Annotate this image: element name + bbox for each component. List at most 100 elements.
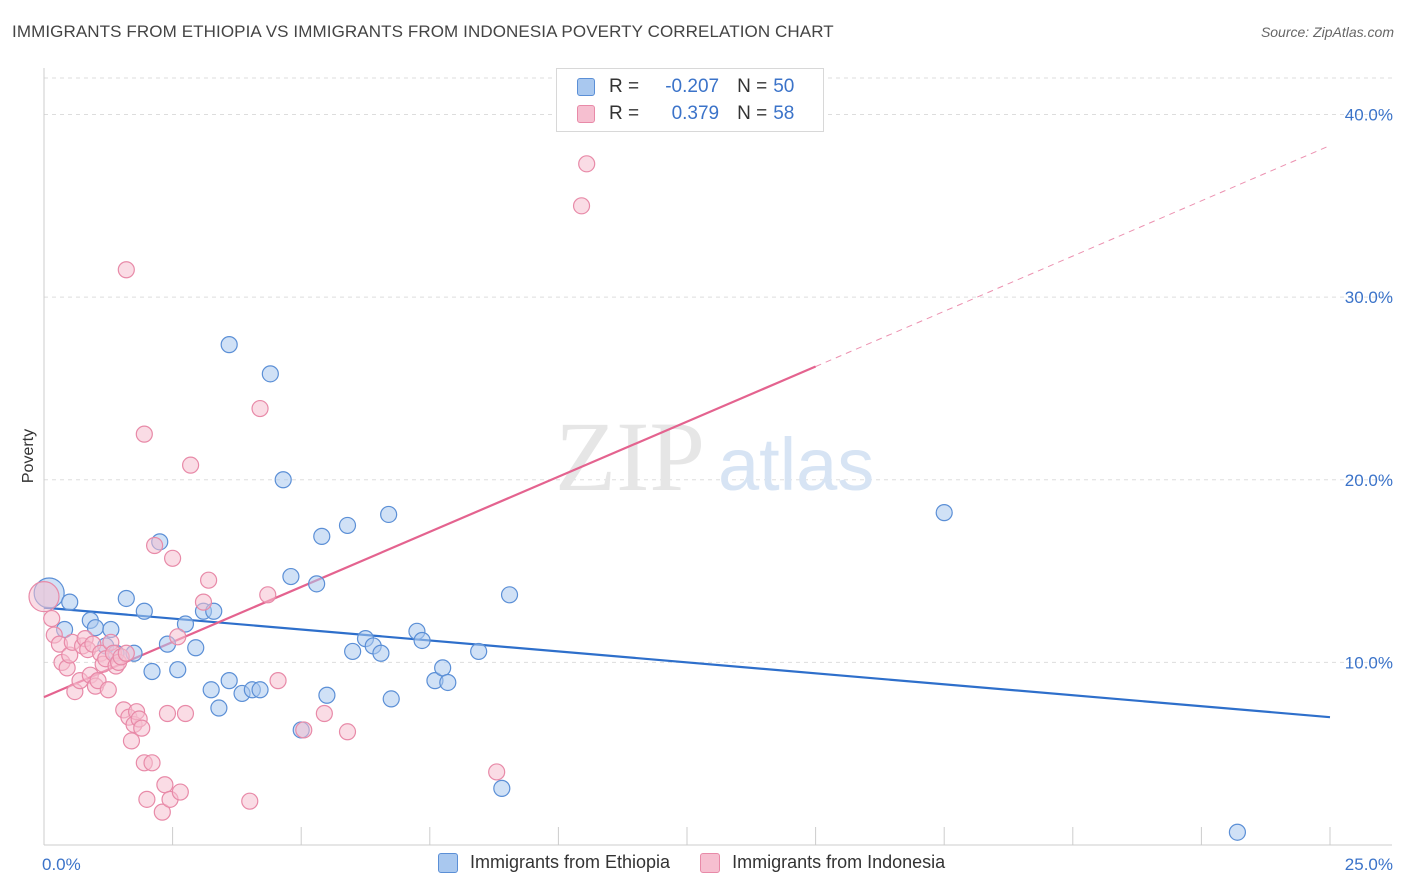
- point-indonesia: [295, 721, 313, 739]
- legend-swatch-indonesia: [577, 105, 595, 123]
- axes: [43, 68, 1392, 846]
- point-indonesia: [338, 723, 357, 741]
- legend-item-ethiopia: Immigrants from Ethiopia: [438, 852, 670, 873]
- point-ethiopia: [187, 639, 205, 657]
- point-indonesia: [138, 790, 156, 808]
- point-ethiopia: [261, 365, 279, 383]
- point-indonesia: [315, 704, 333, 723]
- gridlines: [44, 77, 1392, 663]
- point-indonesia: [182, 456, 200, 474]
- point-indonesia: [153, 803, 171, 821]
- point-ethiopia: [308, 575, 326, 593]
- legend-item-indonesia: Immigrants from Indonesia: [700, 852, 945, 873]
- point-indonesia: [122, 732, 141, 750]
- point-indonesia: [176, 704, 195, 723]
- series-legend: Immigrants from Ethiopia Immigrants from…: [438, 852, 975, 873]
- point-indonesia: [269, 672, 287, 690]
- legend-label-indonesia: Immigrants from Indonesia: [732, 852, 946, 872]
- point-indonesia: [171, 783, 189, 801]
- point-indonesia: [28, 581, 60, 613]
- chart-title: IMMIGRANTS FROM ETHIOPIA VS IMMIGRANTS F…: [12, 22, 834, 41]
- point-indonesia: [164, 549, 182, 567]
- n-value: 50: [773, 76, 795, 97]
- point-ethiopia: [135, 602, 153, 620]
- watermark-atlas: atlas: [718, 423, 874, 506]
- point-ethiopia: [282, 567, 300, 586]
- n-label: N =: [737, 103, 768, 124]
- point-ethiopia: [210, 699, 228, 717]
- point-ethiopia: [1228, 823, 1247, 841]
- legend-label-ethiopia: Immigrants from Ethiopia: [470, 852, 671, 872]
- point-indonesia: [572, 197, 591, 215]
- point-indonesia: [99, 681, 117, 699]
- x-tick-label: 0.0%: [42, 855, 81, 874]
- point-indonesia: [133, 719, 151, 737]
- data-points: [28, 155, 1247, 841]
- x-tick-label: 25.0%: [1345, 855, 1393, 874]
- point-ethiopia: [220, 336, 238, 354]
- y-axis-label: Poverty: [20, 429, 37, 483]
- y-tick-label: 20.0%: [1345, 471, 1393, 490]
- point-ethiopia: [143, 662, 161, 681]
- trend-line-ethiopia: [43, 606, 1331, 719]
- point-indonesia: [156, 776, 174, 794]
- r-label: R =: [609, 76, 640, 97]
- point-ethiopia: [382, 690, 400, 708]
- point-ethiopia: [413, 631, 431, 650]
- n-value: 58: [773, 103, 795, 124]
- n-label: N =: [737, 76, 768, 97]
- legend-row-indonesia: R = 0.379 N = 58: [577, 102, 794, 126]
- legend-row-ethiopia: R = -0.207 N = 50: [577, 75, 794, 99]
- source-credit: Source: ZipAtlas.com: [1260, 24, 1394, 40]
- point-indonesia: [143, 754, 161, 772]
- r-value: -0.207: [665, 76, 720, 97]
- point-ethiopia: [493, 779, 511, 797]
- point-indonesia: [145, 536, 164, 555]
- legend-swatch-ethiopia: [438, 852, 458, 873]
- point-ethiopia: [439, 673, 457, 692]
- legend-swatch-indonesia: [700, 852, 721, 873]
- point-indonesia: [169, 628, 187, 646]
- r-value: 0.379: [671, 103, 720, 124]
- watermark: ZIP atlas: [555, 401, 874, 512]
- legend-swatch-ethiopia: [577, 78, 595, 96]
- stats-legend: R = -0.207 N = 50 R = 0.379 N = 58: [556, 68, 824, 132]
- point-indonesia: [241, 792, 259, 810]
- point-ethiopia: [500, 586, 519, 604]
- point-ethiopia: [202, 681, 220, 699]
- point-ethiopia: [338, 516, 357, 535]
- point-ethiopia: [169, 661, 187, 679]
- point-indonesia: [488, 763, 506, 781]
- point-ethiopia: [935, 504, 953, 522]
- point-ethiopia: [470, 642, 488, 661]
- point-ethiopia: [372, 644, 390, 662]
- point-ethiopia: [434, 659, 452, 677]
- tick-labels: 10.0% 20.0% 30.0% 40.0% 0.0% 25.0%: [42, 106, 1393, 874]
- point-indonesia: [158, 704, 177, 723]
- point-indonesia: [117, 644, 135, 662]
- point-indonesia: [135, 425, 153, 443]
- point-ethiopia: [318, 686, 336, 704]
- point-ethiopia: [220, 672, 238, 690]
- point-ethiopia: [117, 589, 135, 608]
- r-label: R =: [609, 103, 640, 124]
- point-ethiopia: [61, 593, 79, 611]
- y-tick-label: 10.0%: [1345, 653, 1393, 672]
- point-ethiopia: [313, 527, 331, 545]
- y-tick-label: 40.0%: [1345, 106, 1393, 125]
- trend-line-indonesia-extension: [815, 145, 1331, 367]
- watermark-zip: ZIP: [555, 401, 705, 512]
- point-indonesia: [117, 261, 135, 279]
- point-indonesia: [43, 609, 61, 628]
- point-ethiopia: [274, 471, 292, 489]
- point-indonesia: [200, 571, 218, 589]
- point-ethiopia: [251, 681, 269, 699]
- point-ethiopia: [380, 505, 398, 524]
- point-indonesia: [578, 155, 596, 173]
- point-indonesia: [251, 399, 269, 418]
- point-ethiopia: [344, 642, 362, 661]
- point-indonesia: [194, 593, 213, 611]
- point-ethiopia: [176, 615, 195, 633]
- y-tick-label: 30.0%: [1345, 288, 1393, 307]
